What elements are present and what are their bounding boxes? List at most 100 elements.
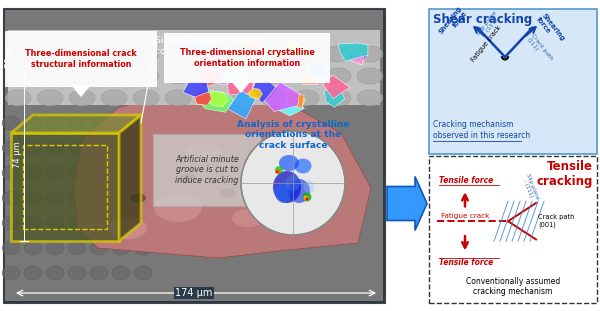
Text: Tensile
cracking: Tensile cracking [536,160,593,188]
Ellipse shape [275,170,278,174]
Ellipse shape [46,166,64,180]
Ellipse shape [295,159,311,174]
Ellipse shape [229,46,255,62]
Ellipse shape [260,159,276,168]
Ellipse shape [165,68,191,84]
Ellipse shape [134,191,152,205]
Ellipse shape [5,90,31,106]
FancyBboxPatch shape [3,8,385,303]
Ellipse shape [165,90,191,106]
Ellipse shape [229,68,255,84]
Ellipse shape [24,166,42,180]
Ellipse shape [112,116,130,130]
Ellipse shape [293,90,319,106]
Ellipse shape [24,216,42,230]
Ellipse shape [46,116,64,130]
Ellipse shape [134,241,152,255]
Ellipse shape [2,216,20,230]
Text: Slip plane
: (111): Slip plane : (111) [520,173,540,202]
Polygon shape [242,40,263,52]
Ellipse shape [24,141,42,155]
Ellipse shape [24,266,42,280]
Ellipse shape [68,241,86,255]
Polygon shape [387,177,427,230]
Ellipse shape [2,166,20,180]
FancyBboxPatch shape [153,134,261,206]
FancyBboxPatch shape [429,9,597,154]
Ellipse shape [24,116,42,130]
Text: Shearing
force: Shearing force [437,5,468,39]
Ellipse shape [112,191,130,205]
Polygon shape [252,81,278,102]
Ellipse shape [112,241,130,255]
Ellipse shape [101,46,127,62]
Polygon shape [287,91,304,108]
Polygon shape [178,39,215,68]
Ellipse shape [325,46,351,62]
Polygon shape [209,91,228,107]
Ellipse shape [90,166,108,180]
Ellipse shape [305,197,308,201]
Polygon shape [338,43,368,61]
Ellipse shape [197,46,223,62]
Text: 174 μm: 174 μm [175,288,212,298]
Ellipse shape [180,174,196,183]
Ellipse shape [68,191,86,205]
Ellipse shape [46,266,64,280]
Ellipse shape [357,90,383,106]
Ellipse shape [134,116,152,130]
Text: Conventionally assumed
cracking mechanism: Conventionally assumed cracking mechanis… [466,276,560,296]
Ellipse shape [68,141,86,155]
Polygon shape [352,52,364,65]
Polygon shape [236,70,251,79]
Ellipse shape [101,68,127,84]
Ellipse shape [357,68,383,84]
Ellipse shape [302,193,311,202]
FancyBboxPatch shape [11,133,119,241]
Text: 70 μm: 70 μm [5,42,14,68]
Polygon shape [198,69,222,88]
Ellipse shape [130,193,146,202]
Ellipse shape [90,191,108,205]
Ellipse shape [2,116,20,130]
Ellipse shape [134,166,152,180]
Ellipse shape [69,46,95,62]
Ellipse shape [112,141,130,155]
Polygon shape [256,48,279,67]
Ellipse shape [133,68,159,84]
Text: Shear cracking: Shear cracking [433,13,532,26]
Ellipse shape [46,141,64,155]
Text: Three-dimensional crystalline
orientation information: Three-dimensional crystalline orientatio… [179,48,314,68]
Polygon shape [228,90,256,119]
Ellipse shape [90,241,108,255]
Text: Crack path
(111): Crack path (111) [525,33,553,65]
Polygon shape [222,62,251,83]
Text: Analysis of crystalline
orientations at the
crack surface: Analysis of crystalline orientations at … [237,120,349,150]
Ellipse shape [275,183,291,203]
Ellipse shape [304,196,308,201]
Ellipse shape [288,179,310,203]
Ellipse shape [276,169,280,173]
Text: 74 μm: 74 μm [13,142,22,168]
Text: Tensile force: Tensile force [439,258,493,267]
Text: Shearing
force: Shearing force [535,12,566,46]
Ellipse shape [273,171,301,203]
Polygon shape [8,30,380,105]
Ellipse shape [2,241,20,255]
Text: Tensile force: Tensile force [439,176,493,185]
Ellipse shape [37,68,63,84]
Ellipse shape [46,191,64,205]
Ellipse shape [24,191,42,205]
Ellipse shape [112,266,130,280]
Polygon shape [208,66,233,85]
Ellipse shape [293,46,319,62]
FancyBboxPatch shape [5,10,383,301]
Ellipse shape [46,216,64,230]
Ellipse shape [5,68,31,84]
Ellipse shape [325,90,351,106]
Ellipse shape [286,175,300,191]
Text: Artificial minute
groove is cut to
induce cracking: Artificial minute groove is cut to induc… [175,155,239,185]
Ellipse shape [68,216,86,230]
FancyBboxPatch shape [5,31,157,87]
Text: Cracking mechanism
observed in this research: Cracking mechanism observed in this rese… [433,120,530,140]
